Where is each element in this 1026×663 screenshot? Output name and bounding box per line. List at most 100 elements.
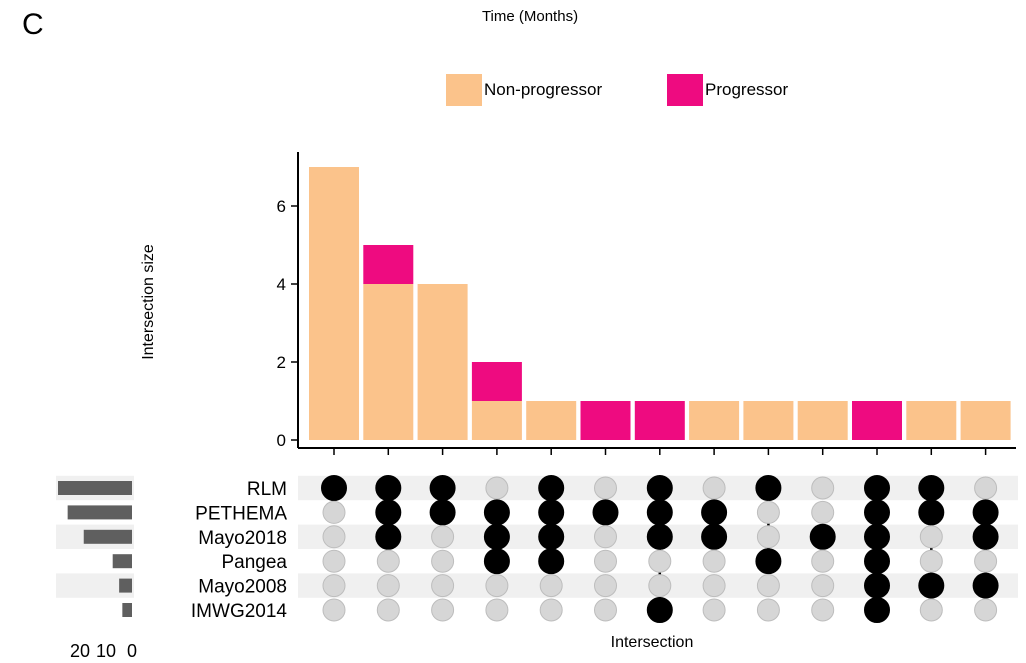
matrix-dot-inactive [376,549,400,573]
set-label-pethema: PETHEMA [195,503,287,524]
matrix-dot-active [483,548,510,575]
matrix-dot-active [483,523,510,550]
matrix-dot-inactive [322,598,346,622]
matrix-dot-active [864,475,890,501]
set-size-bar-imwg2014 [122,603,132,617]
legend-swatch-progressor [667,74,703,106]
matrix-dot-inactive [539,574,563,598]
matrix-dot-active [646,523,673,550]
matrix-dot-inactive [322,525,346,549]
matrix-dot-inactive [648,574,672,598]
matrix-dot-inactive [919,549,943,573]
matrix-dot-active [701,499,728,526]
matrix-dot-active [972,523,999,550]
matrix-dot-inactive [485,598,509,622]
matrix-dot-inactive [376,574,400,598]
matrix-dot-inactive [756,574,780,598]
matrix-dot-active [321,475,347,501]
matrix-dot-active [646,597,673,623]
legend-label-non-progressor: Non-progressor [484,80,603,99]
matrix-dot-inactive [974,598,998,622]
matrix-dot-active [701,523,728,550]
matrix-dot-inactive [431,549,455,573]
matrix-dot-active [755,475,782,501]
matrix-dot-active [375,475,402,501]
matrix-dot-active [646,475,673,501]
panel-label: C [22,8,44,41]
matrix-dot-active [864,597,890,623]
set-size-bar-mayo2018 [83,529,132,544]
matrix-dot-inactive [919,525,943,549]
y-axis-title: Intersection size [140,244,157,360]
matrix-dot-inactive [974,476,998,500]
y-tick-label: 0 [277,431,286,450]
matrix-dot-inactive [811,549,835,573]
set-size-bar-pethema [67,505,132,520]
set-size-bar-mayo2008 [119,578,132,593]
set-size-tick-label: 0 [127,641,137,661]
matrix-dot-active [375,499,402,526]
y-tick-label: 2 [277,353,286,372]
bar-progressor [363,245,414,284]
matrix-dot-inactive [811,598,835,622]
y-tick-label: 6 [277,197,286,216]
matrix-dot-inactive [756,500,780,524]
legend-label-progressor: Progressor [705,80,789,99]
matrix-dot-active [864,548,890,575]
matrix-dot-inactive [376,598,400,622]
set-label-rlm: RLM [247,479,287,500]
matrix-dot-active [538,548,565,575]
bar-non-progressor [743,401,794,440]
bar-non-progressor [797,401,848,440]
matrix-dot-active [972,499,999,526]
matrix-dot-inactive [811,476,835,500]
bar-non-progressor [960,401,1011,440]
bar-progressor [852,401,902,440]
matrix-dot-inactive [702,476,726,500]
set-size-tick-label: 20 [70,641,90,661]
matrix-dot-inactive [756,525,780,549]
set-label-mayo2018: Mayo2018 [198,528,287,549]
matrix-dot-inactive [431,525,455,549]
matrix-dot-active [864,499,890,526]
matrix-dot-inactive [594,574,617,598]
bar-axis: 0 2 4 6 [277,152,1016,455]
intersection-matrix [321,475,999,623]
set-label-mayo2008: Mayo2008 [198,577,287,598]
matrix-dot-inactive [539,598,563,622]
matrix-dot-inactive [485,574,509,598]
matrix-dot-inactive [594,549,617,573]
matrix-dot-inactive [974,549,998,573]
chart-title: Time (Months) [481,8,579,25]
matrix-dot-active [538,475,565,501]
intersection-bars [309,167,1011,440]
matrix-dot-active [918,475,945,501]
matrix-dot-inactive [322,500,346,524]
bar-progressor [471,362,522,401]
matrix-dot-inactive [322,574,346,598]
matrix-dot-active [646,499,673,526]
matrix-dot-inactive [648,549,672,573]
matrix-dot-inactive [431,598,455,622]
bar-progressor [634,401,685,440]
bar-progressor [580,401,631,440]
matrix-dot-inactive [594,476,617,500]
matrix-dot-active [864,572,890,599]
set-label-imwg2014: IMWG2014 [191,601,288,622]
matrix-dot-active [809,523,836,550]
set-size-tick-label: 10 [96,641,116,661]
matrix-dot-active [538,499,565,526]
bar-non-progressor [471,401,522,440]
matrix-dot-inactive [431,574,455,598]
matrix-dot-inactive [919,598,943,622]
set-label-pangea: Pangea [221,552,287,573]
matrix-dot-inactive [702,574,726,598]
matrix-dot-inactive [594,598,617,622]
matrix-dot-inactive [702,549,726,573]
set-size-bar-pangea [112,554,132,569]
matrix-dot-active [429,499,456,526]
matrix-dot-inactive [811,500,835,524]
matrix-dot-active [864,523,890,550]
matrix-dot-active [375,523,402,550]
